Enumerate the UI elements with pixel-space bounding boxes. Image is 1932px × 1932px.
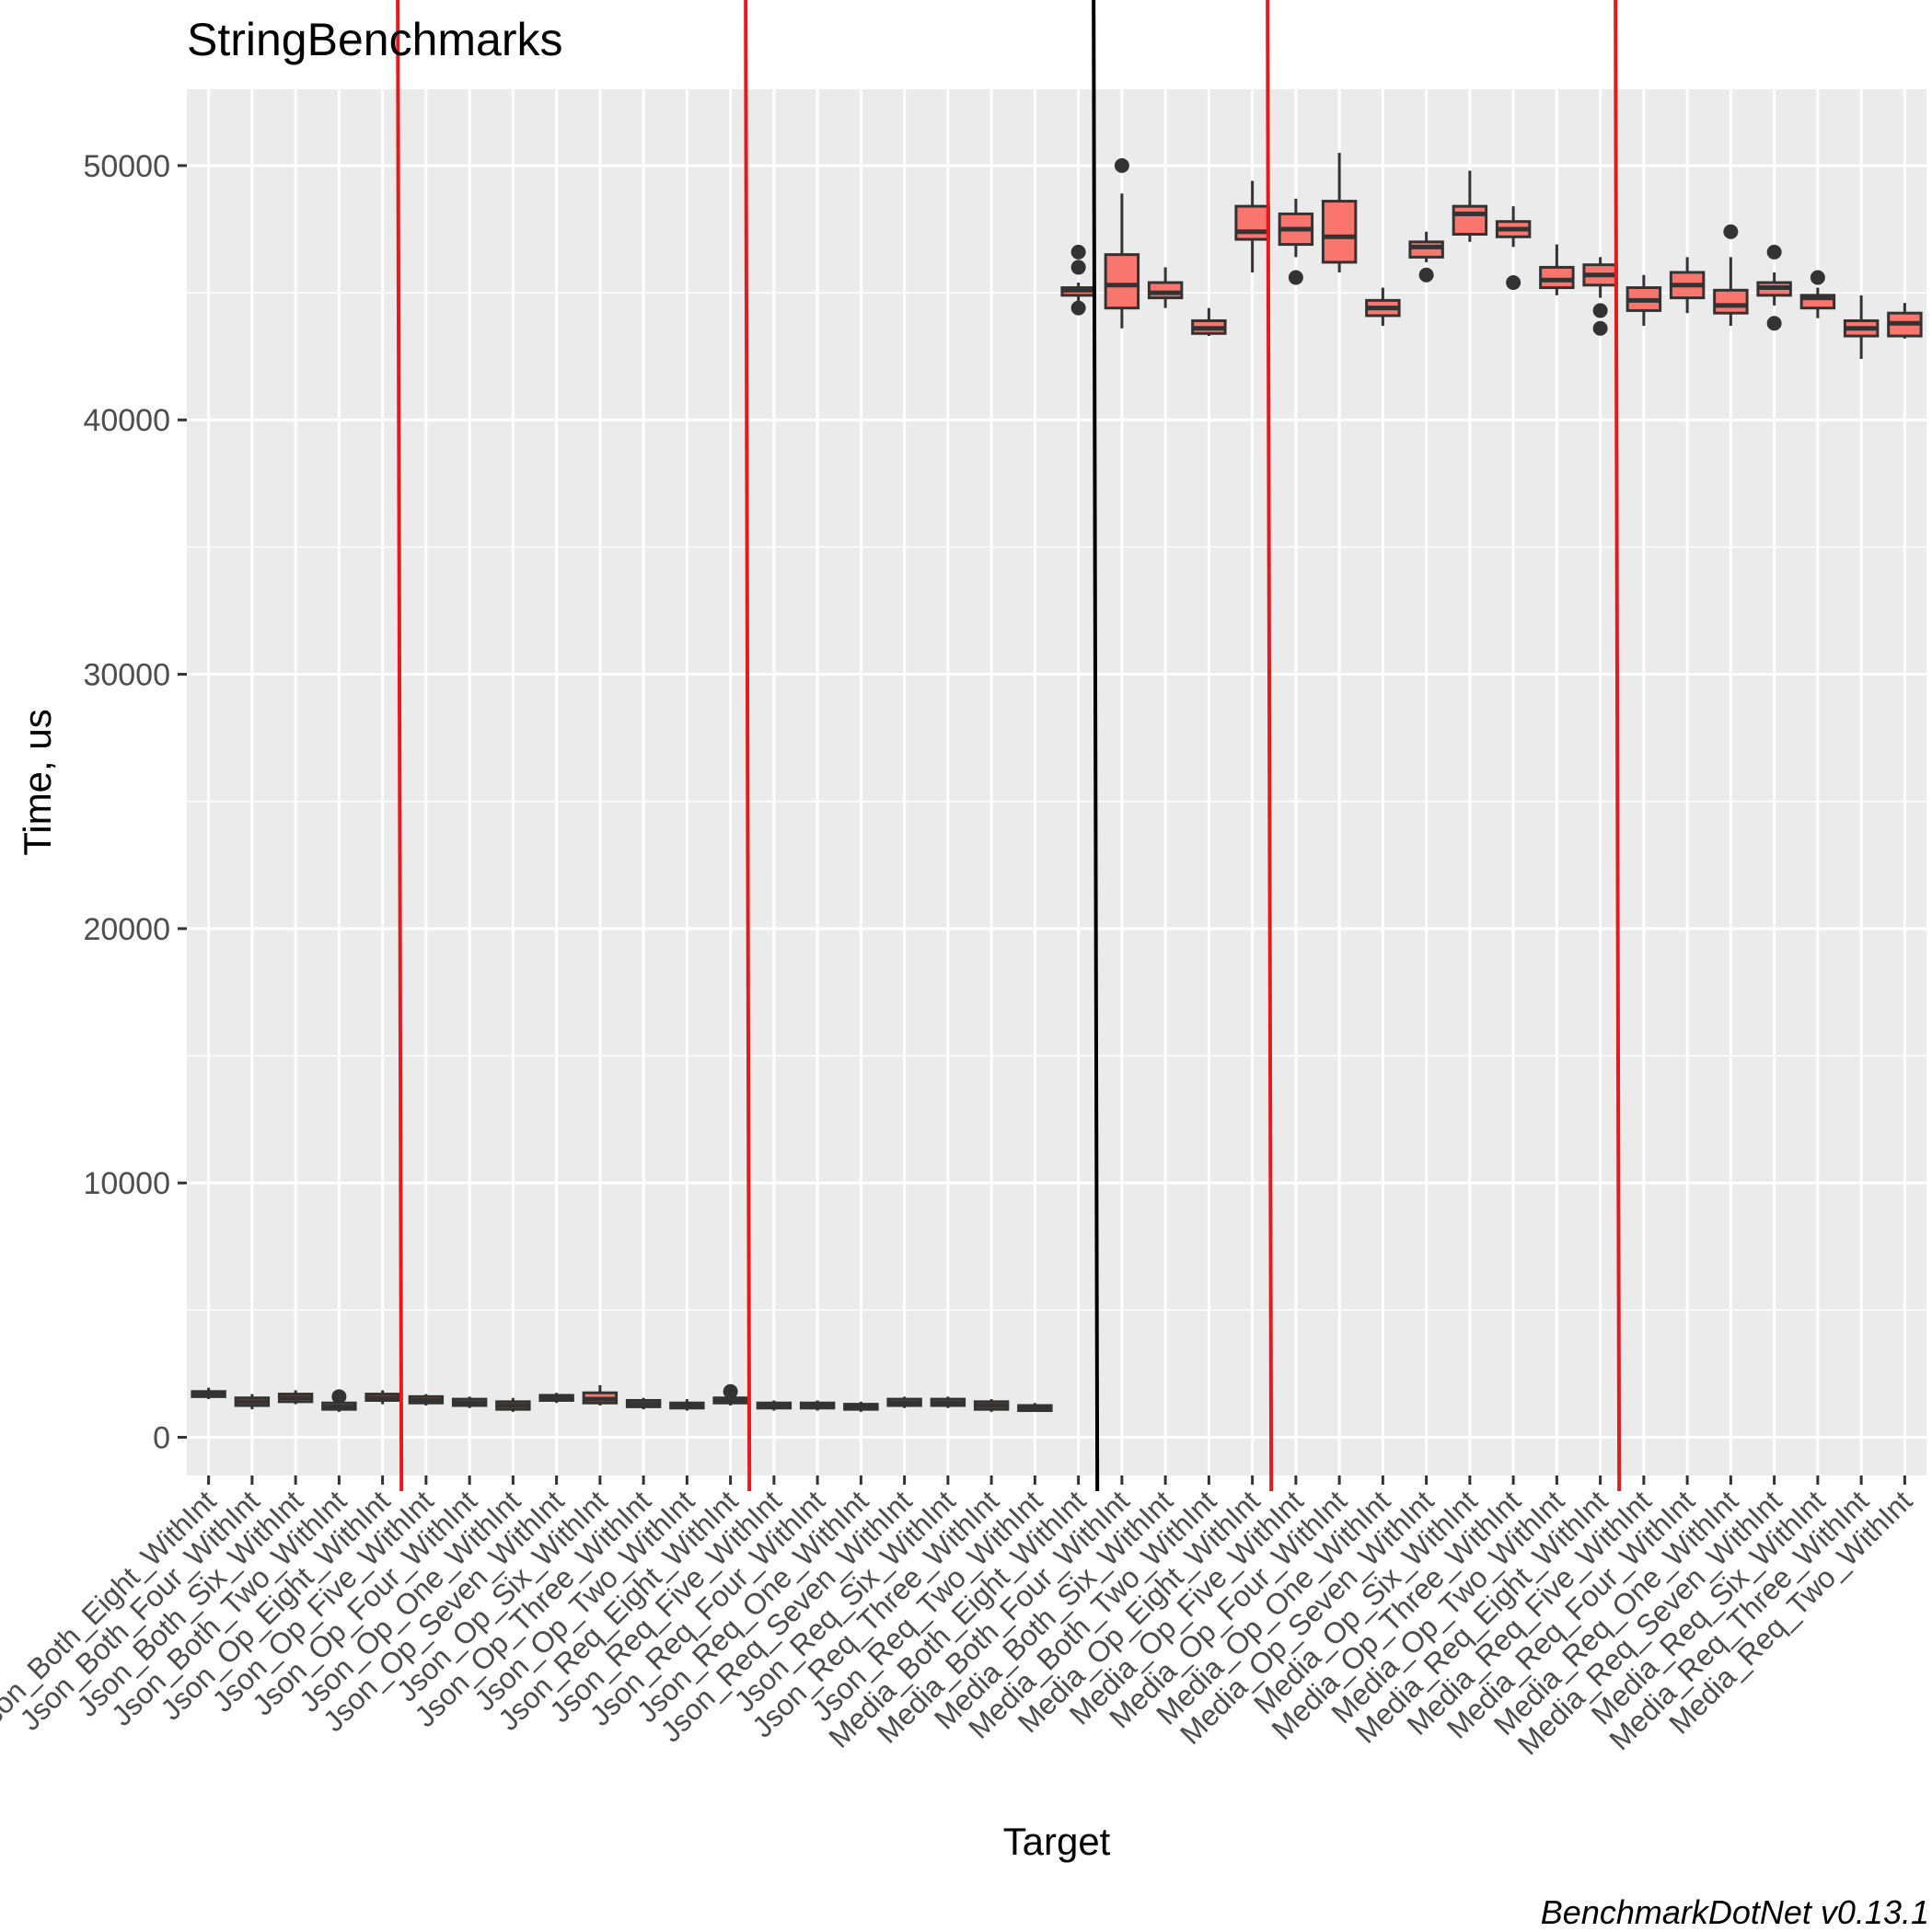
box-Media_Both_Two_WithInt	[1191, 307, 1227, 337]
box-Json_Req_Four_WithInt	[799, 1400, 836, 1411]
outlier-point	[1592, 303, 1608, 318]
box-Json_Req_Six_WithInt	[930, 1396, 966, 1408]
annotation-line-red	[1266, 0, 1274, 1492]
box-Media_Op_Six_WithInt	[1452, 170, 1488, 242]
box-Json_Op_Eight_WithInt	[364, 1390, 400, 1405]
box-Json_Both_Eight_WithInt	[191, 1387, 226, 1400]
box-Json_Both_Six_WithInt	[277, 1390, 314, 1405]
box-body	[1147, 281, 1184, 300]
box-Media_Op_Seven_WithInt	[1408, 231, 1444, 283]
box-body	[1408, 240, 1444, 259]
box-Json_Op_Six_WithInt	[582, 1384, 619, 1406]
outlier-point	[1288, 270, 1303, 285]
outlier-point	[723, 1383, 738, 1399]
y-axis-title: Time, us	[16, 709, 59, 855]
annotation-line-black	[1092, 0, 1100, 1492]
outlier-point	[1766, 316, 1782, 331]
y-tick-label: 20000	[83, 912, 170, 947]
y-tick-label: 40000	[83, 403, 170, 438]
box-Json_Req_Three_WithInt	[973, 1399, 1010, 1412]
box-body	[1452, 204, 1488, 237]
outlier-point	[1810, 270, 1825, 285]
annotation-lines	[396, 0, 1622, 1492]
box-Media_Op_Four_WithInt	[1321, 153, 1358, 272]
outlier-point	[331, 1389, 347, 1405]
caption: BenchmarkDotNet v0.13.1	[1541, 1893, 1929, 1931]
outlier-point	[1070, 244, 1086, 260]
y-tick-label: 10000	[83, 1166, 170, 1201]
box-Json_Req_Eight_WithInt	[712, 1383, 748, 1406]
box-layer	[191, 153, 1923, 1413]
annotation-line-red	[1614, 0, 1622, 1492]
box-Json_Op_Four_WithInt	[451, 1396, 488, 1408]
box-Json_Op_Five_WithInt	[408, 1394, 445, 1406]
annotation-line-red	[744, 0, 752, 1492]
box-Media_Req_Six_WithInt	[1799, 270, 1836, 318]
box-Media_Op_Eight_WithInt	[1234, 180, 1270, 272]
box-Media_Req_Five_WithInt	[1625, 274, 1662, 326]
box-Json_Req_One_WithInt	[843, 1401, 879, 1412]
box-Json_Both_Two_WithInt	[321, 1389, 357, 1412]
box-body	[1539, 265, 1575, 290]
plot-panel	[187, 89, 1926, 1475]
box-Media_Both_Four_WithInt	[1104, 157, 1140, 329]
box-body	[1713, 288, 1749, 315]
box-Media_Op_Five_WithInt	[1278, 198, 1314, 285]
box-Json_Req_Five_WithInt	[756, 1400, 792, 1411]
box-body	[1234, 204, 1270, 241]
box-Media_Both_Eight_WithInt	[1060, 244, 1096, 316]
x-axis: Json_Both_Eight_WithIntJson_Both_Four_Wi…	[0, 1475, 1918, 1761]
outlier-point	[1114, 157, 1129, 173]
box-Media_Req_Four_WithInt	[1669, 257, 1706, 314]
box-Media_Op_Two_WithInt	[1539, 244, 1575, 295]
box-body	[1104, 253, 1140, 310]
box-Media_Op_One_WithInt	[1365, 287, 1401, 326]
box-Json_Op_Seven_WithInt	[538, 1393, 574, 1404]
grid-lines	[187, 89, 1926, 1475]
box-Json_Req_Two_WithInt	[1017, 1403, 1053, 1413]
y-tick-label: 30000	[83, 658, 170, 693]
box-Media_Req_Two_WithInt	[1887, 303, 1923, 339]
box-Media_Req_One_WithInt	[1713, 224, 1749, 326]
y-tick-label: 50000	[83, 149, 170, 184]
y-axis: 0 10000 20000 30000 40000 50000	[83, 149, 187, 1456]
x-axis-title: Target	[1003, 1820, 1111, 1863]
outlier-point	[1506, 275, 1521, 291]
annotation-line-red	[396, 0, 404, 1492]
outlier-point	[1418, 267, 1434, 283]
y-tick-label: 0	[153, 1421, 170, 1456]
outlier-point	[1766, 244, 1782, 260]
outlier-point	[1592, 320, 1608, 336]
box-Json_Op_Three_WithInt	[625, 1397, 662, 1410]
chart-title: StringBenchmarks	[187, 14, 563, 65]
outlier-point	[1070, 260, 1086, 275]
box-Media_Req_Seven_WithInt	[1756, 244, 1792, 331]
outlier-point	[1070, 300, 1086, 316]
box-Json_Both_Four_WithInt	[234, 1394, 271, 1410]
box-Json_Op_Two_WithInt	[669, 1399, 705, 1411]
box-body	[1321, 200, 1358, 264]
box-Json_Op_One_WithInt	[495, 1397, 531, 1412]
box-Json_Req_Seven_WithInt	[886, 1396, 922, 1408]
box-Media_Req_Three_WithInt	[1843, 295, 1880, 359]
outlier-point	[1723, 224, 1739, 239]
box-Media_Both_Six_WithInt	[1147, 267, 1184, 308]
box-Media_Op_Three_WithInt	[1495, 206, 1532, 291]
